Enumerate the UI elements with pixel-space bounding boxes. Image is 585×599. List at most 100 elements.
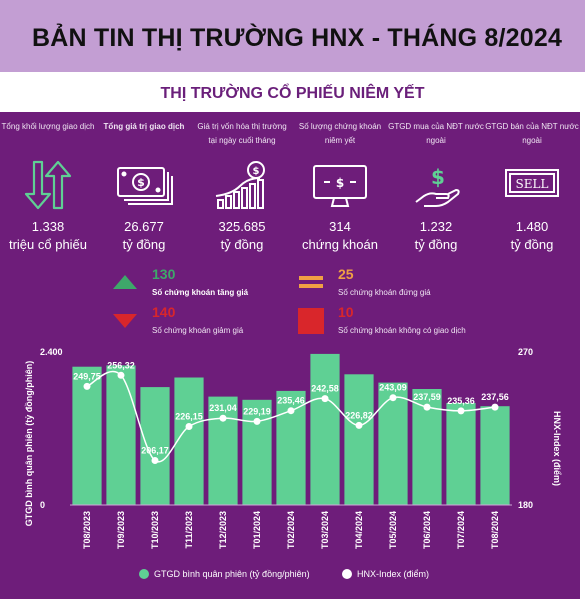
count-label: Số chứng khoán tăng giá <box>152 288 249 297</box>
section-subtitle: THỊ TRƯỜNG CỔ PHIẾU NIÊM YẾT <box>160 85 425 102</box>
title-banner: BẢN TIN THỊ TRƯỜNG HNX - THÁNG 8/2024 <box>0 0 585 72</box>
hnx-data-label: 249,75 <box>73 371 101 381</box>
count-label: Số chứng khoán đứng giá <box>338 288 431 297</box>
stat-unit: tỷ đồng <box>122 237 166 252</box>
bar-T04/2024 <box>344 374 374 505</box>
hnx-point-T11/2023 <box>185 423 193 430</box>
hnx-point-T04/2024 <box>355 421 363 429</box>
hnx-data-label: 235,36 <box>447 396 475 406</box>
y2-axis-title: HNX-Index (điểm) <box>552 411 562 486</box>
stat-label: GTGD mua của NĐT nước ngoài <box>388 122 484 145</box>
bar-T10/2023 <box>140 387 170 505</box>
x-tick-label: T07/2024 <box>456 511 466 549</box>
monitor-dollar-icon: $ <box>313 165 367 207</box>
sell-sign-icon: SELL <box>505 169 559 197</box>
svg-text:$: $ <box>336 176 344 190</box>
hnx-data-label: 237,59 <box>413 392 441 402</box>
x-tick-label: T08/2023 <box>82 511 92 549</box>
stat-value: 1.480 <box>515 219 549 234</box>
hnx-data-label: 226,15 <box>175 412 203 422</box>
subtitle-bar <box>0 72 585 116</box>
stat-unit: tỷ đồng <box>510 237 554 252</box>
bar-T01/2024 <box>242 399 272 505</box>
hnx-data-label: 256,32 <box>107 360 135 370</box>
bar-T09/2023 <box>106 365 136 505</box>
hnx-point-T01/2024 <box>253 417 261 425</box>
count-value: 10 <box>338 304 354 320</box>
stat-value: 1.338 <box>31 219 65 234</box>
bar-T08/2024 <box>480 406 510 505</box>
x-tick-label: T09/2023 <box>116 511 126 549</box>
cash-bills-icon: $ <box>117 167 173 205</box>
growth-chart-coin-icon: $ <box>215 161 265 209</box>
hnx-point-T05/2024 <box>389 394 397 402</box>
svg-text:$: $ <box>137 176 145 189</box>
hand-dollar-icon: $ <box>415 165 460 207</box>
x-tick-label: T08/2024 <box>490 511 500 549</box>
hnx-point-T02/2024 <box>287 407 295 415</box>
bar-T03/2024 <box>310 353 340 505</box>
content-panel <box>0 112 580 599</box>
count-label: Số chứng khoán giảm giá <box>152 326 244 335</box>
bar-T05/2024 <box>378 382 408 505</box>
hnx-data-label: 237,56 <box>481 392 509 402</box>
svg-text:$: $ <box>431 165 445 189</box>
red-square-icon <box>298 308 324 334</box>
stat-label: Giá trị vốn hóa thị trường tại ngày cuối… <box>197 122 287 145</box>
stat-unit: chứng khoán <box>302 237 378 252</box>
count-value: 25 <box>338 266 354 282</box>
y-tick-label: 2.400 <box>40 347 63 357</box>
x-tick-label: T12/2023 <box>218 511 228 549</box>
x-tick-label: T11/2023 <box>184 511 194 549</box>
x-tick-label: T02/2024 <box>286 511 296 549</box>
y-axis-title: GTGD bình quân phiên (tỷ đồng/phiên) <box>24 361 34 526</box>
stat-label: Tổng giá trị giao dịch <box>103 122 185 131</box>
legend-line-label: HNX-Index (điểm) <box>357 569 429 579</box>
bar-T11/2023 <box>174 377 204 505</box>
x-tick-label: T05/2024 <box>388 511 398 549</box>
y-tick-label: 0 <box>40 500 45 510</box>
equal-sign-icon <box>299 276 323 288</box>
hnx-point-T10/2023 <box>151 457 159 464</box>
svg-text:$: $ <box>253 166 260 177</box>
hnx-point-T08/2023 <box>83 382 91 390</box>
legend-line-marker <box>342 569 352 579</box>
bar-T07/2024 <box>446 403 476 505</box>
hnx-data-label: 243,09 <box>379 383 407 393</box>
x-tick-label: T04/2024 <box>354 511 364 549</box>
hnx-data-label: 226,82 <box>345 410 373 420</box>
legend-bar-marker <box>139 569 149 579</box>
count-label: Số chứng khoán không có giao dịch <box>338 326 466 335</box>
chart-legend: GTGD bình quân phiên (tỷ đồng/phiên) HNX… <box>139 569 429 579</box>
hnx-point-T08/2024 <box>491 403 499 411</box>
hnx-data-label: 229,19 <box>243 406 271 416</box>
hnx-data-label: 206,17 <box>141 446 169 456</box>
hnx-point-T12/2023 <box>219 414 227 422</box>
count-value: 130 <box>152 266 176 282</box>
x-tick-label: T01/2024 <box>252 511 262 549</box>
svg-text:SELL: SELL <box>516 177 549 191</box>
stat-label: GTGD bán của NĐT nước ngoài <box>485 122 579 145</box>
y2-tick-label: 180 <box>518 500 533 510</box>
down-triangle-icon <box>113 314 137 328</box>
hnx-point-T07/2024 <box>457 407 465 415</box>
stat-value: 1.232 <box>419 219 453 234</box>
hnx-point-T09/2023 <box>117 371 125 379</box>
bar-T12/2023 <box>208 396 238 505</box>
stat-value: 314 <box>329 219 351 234</box>
stat-label: Tổng khối lượng giao dịch <box>1 122 95 131</box>
stat-unit: tỷ đồng <box>220 237 264 252</box>
hnx-point-T03/2024 <box>321 395 329 403</box>
stat-value: 325.685 <box>218 219 266 234</box>
combo-chart: 249,75 256,32 206,17 226,15 231,04 229,19 235,… <box>24 347 562 579</box>
y2-tick-label: 270 <box>518 347 533 357</box>
x-tick-label: T03/2024 <box>320 511 330 549</box>
up-down-arrows-icon <box>24 160 72 210</box>
page-title: BẢN TIN THỊ TRƯỜNG HNX - THÁNG 8/2024 <box>32 24 563 52</box>
stat-unit: triệu cổ phiếu <box>8 237 88 252</box>
x-tick-label: T10/2023 <box>150 511 160 549</box>
stat-label: Số lượng chứng khoán niêm yết <box>298 122 382 145</box>
count-value: 140 <box>152 304 176 320</box>
hnx-data-label: 235,46 <box>277 396 305 406</box>
hnx-data-label: 231,04 <box>209 403 237 413</box>
